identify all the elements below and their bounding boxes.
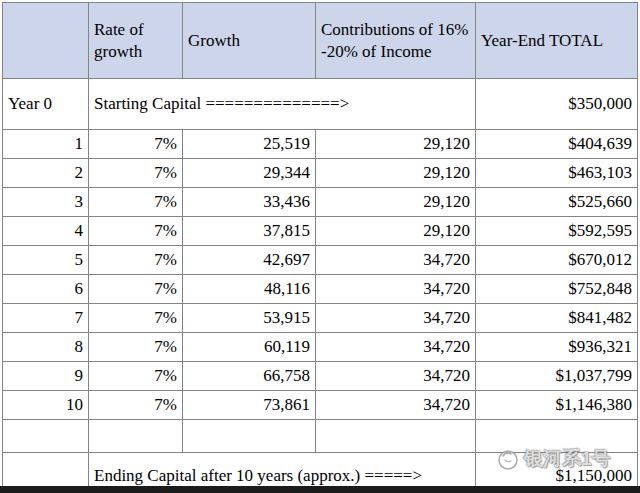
cell-growth: 53,915 xyxy=(183,304,316,333)
table-row: 2 7% 29,344 29,120 $463,103 xyxy=(3,159,638,188)
cell-contribution: 29,120 xyxy=(316,130,476,159)
cell-year: 9 xyxy=(3,362,89,391)
cell-growth: 33,436 xyxy=(183,188,316,217)
header-contributions: Contributions of 16% -20% of Income xyxy=(316,3,476,79)
cell-total: $1,146,380 xyxy=(476,391,638,420)
blank-cell xyxy=(316,420,476,453)
year0-row: Year 0 Starting Capital ==============> … xyxy=(3,79,638,130)
cell-growth: 48,116 xyxy=(183,275,316,304)
starting-capital-caption: Starting Capital ==============> xyxy=(89,79,476,130)
cell-year: 2 xyxy=(3,159,89,188)
blank-cell xyxy=(3,420,89,453)
cell-contribution: 34,720 xyxy=(316,275,476,304)
table-row: 9 7% 66,758 34,720 $1,037,799 xyxy=(3,362,638,391)
cell-total: $841,482 xyxy=(476,304,638,333)
cell-total: $592,595 xyxy=(476,217,638,246)
cell-growth: 42,697 xyxy=(183,246,316,275)
cell-contribution: 34,720 xyxy=(316,391,476,420)
cell-growth: 29,344 xyxy=(183,159,316,188)
cell-year: 5 xyxy=(3,246,89,275)
growth-table: Rate of growth Growth Contributions of 1… xyxy=(2,2,638,493)
header-rate-of-growth: Rate of growth xyxy=(89,3,183,79)
cell-rate: 7% xyxy=(89,275,183,304)
cell-rate: 7% xyxy=(89,304,183,333)
table-row: 5 7% 42,697 34,720 $670,012 xyxy=(3,246,638,275)
table-row: 4 7% 37,815 29,120 $592,595 xyxy=(3,217,638,246)
cell-growth: 73,861 xyxy=(183,391,316,420)
cell-contribution: 29,120 xyxy=(316,188,476,217)
header-year-end-total: Year-End TOTAL xyxy=(476,3,638,79)
cell-rate: 7% xyxy=(89,130,183,159)
cell-contribution: 34,720 xyxy=(316,333,476,362)
cell-total: $1,037,799 xyxy=(476,362,638,391)
cell-year: 7 xyxy=(3,304,89,333)
cell-year: 6 xyxy=(3,275,89,304)
year0-label: Year 0 xyxy=(3,79,89,130)
table-row: 8 7% 60,119 34,720 $936,321 xyxy=(3,333,638,362)
cell-total: $463,103 xyxy=(476,159,638,188)
table-header-row: Rate of growth Growth Contributions of 1… xyxy=(3,3,638,79)
cell-total: $525,660 xyxy=(476,188,638,217)
blank-cell xyxy=(89,420,183,453)
table-row: 10 7% 73,861 34,720 $1,146,380 xyxy=(3,391,638,420)
blank-cell xyxy=(476,420,638,453)
cell-contribution: 34,720 xyxy=(316,304,476,333)
cell-growth: 60,119 xyxy=(183,333,316,362)
cell-year: 10 xyxy=(3,391,89,420)
cell-rate: 7% xyxy=(89,362,183,391)
cell-total: $670,012 xyxy=(476,246,638,275)
cell-contribution: 34,720 xyxy=(316,246,476,275)
cell-total: $752,848 xyxy=(476,275,638,304)
table-row: 7 7% 53,915 34,720 $841,482 xyxy=(3,304,638,333)
table-row: 6 7% 48,116 34,720 $752,848 xyxy=(3,275,638,304)
cell-year: 8 xyxy=(3,333,89,362)
cell-year: 3 xyxy=(3,188,89,217)
cell-year: 4 xyxy=(3,217,89,246)
cell-contribution: 29,120 xyxy=(316,217,476,246)
bottom-black-bar xyxy=(0,486,640,493)
year0-total: $350,000 xyxy=(476,79,638,130)
cell-rate: 7% xyxy=(89,333,183,362)
cell-rate: 7% xyxy=(89,159,183,188)
cell-rate: 7% xyxy=(89,188,183,217)
cell-year: 1 xyxy=(3,130,89,159)
cell-total: $936,321 xyxy=(476,333,638,362)
table-row: 1 7% 25,519 29,120 $404,639 xyxy=(3,130,638,159)
cell-total: $404,639 xyxy=(476,130,638,159)
cell-contribution: 34,720 xyxy=(316,362,476,391)
header-growth: Growth xyxy=(183,3,316,79)
blank-row xyxy=(3,420,638,453)
table-row: 3 7% 33,436 29,120 $525,660 xyxy=(3,188,638,217)
cell-growth: 37,815 xyxy=(183,217,316,246)
blank-cell xyxy=(183,420,316,453)
cell-rate: 7% xyxy=(89,246,183,275)
cell-rate: 7% xyxy=(89,217,183,246)
header-year xyxy=(3,3,89,79)
cell-contribution: 29,120 xyxy=(316,159,476,188)
cell-growth: 66,758 xyxy=(183,362,316,391)
cell-rate: 7% xyxy=(89,391,183,420)
cell-growth: 25,519 xyxy=(183,130,316,159)
